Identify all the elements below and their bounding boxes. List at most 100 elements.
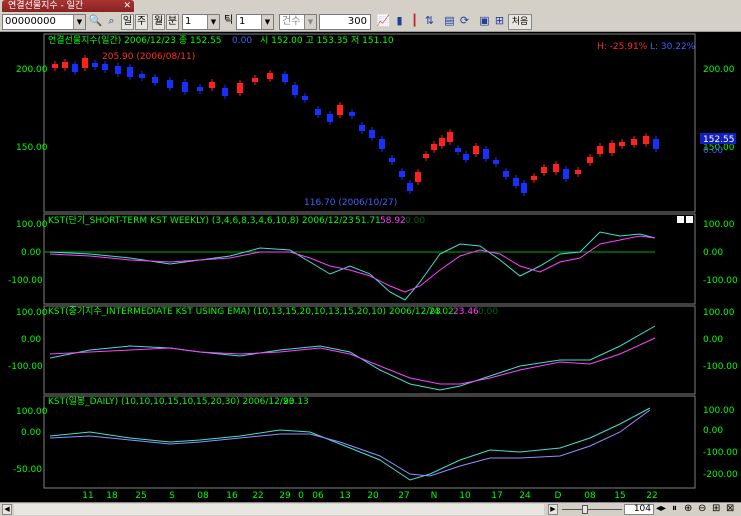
x-tick-label: 08	[584, 491, 596, 501]
toolbar: 00000000 ▼ 🔍 ⌕ 일 주 월 분 1 ▼ 틱 1 ▼ 건수 ▼ 300 📈…	[0, 12, 741, 32]
kst3-panel-frame	[43, 395, 696, 489]
chevron-down-icon[interactable]: ▼	[304, 15, 316, 29]
candle	[359, 125, 365, 131]
pause-icon[interactable]: ⏸	[672, 503, 677, 514]
search-icon[interactable]: 🔍	[88, 14, 103, 27]
document-icon[interactable]: ▤	[444, 14, 455, 27]
spin-icon[interactable]: ◂▸	[656, 503, 667, 514]
close-view-icon[interactable]: ⊠	[726, 503, 735, 514]
horizontal-scrollbar[interactable]	[14, 504, 544, 515]
x-tick-label: 0	[298, 491, 304, 501]
chevron-down-icon[interactable]: ▼	[73, 15, 85, 29]
period-week-button[interactable]: 주	[135, 14, 148, 30]
x-axis: 11 18 25 S 08 16 22 29 0 06 13 20 27 N 10 17 24 D 08 15 22	[82, 491, 657, 501]
candle	[563, 169, 569, 179]
price-header-change: 0.00	[232, 36, 252, 46]
close-icon[interactable]: ✕	[123, 1, 131, 11]
candle	[653, 139, 659, 149]
kst2-ytick-right: 100.00	[703, 308, 735, 318]
kst1-value3: 0.00	[405, 216, 425, 226]
price-ytick-right: 150.00	[703, 143, 735, 153]
candle	[379, 139, 385, 149]
kst1-panel-frame	[43, 213, 696, 305]
chart-area[interactable]: 연결선물지수(일간) 2006/12/23 종 152.55 0.00 시 15…	[0, 32, 741, 502]
layout-icon[interactable]: ▣	[479, 14, 490, 27]
period-month-button[interactable]: 월	[152, 14, 165, 30]
kst2-signal-line	[49, 337, 656, 385]
candle	[209, 82, 215, 88]
zoom-slider[interactable]	[562, 504, 622, 515]
updown-arrows-icon[interactable]: ⇅	[424, 14, 435, 27]
candle	[302, 96, 308, 100]
line-chart-icon[interactable]: 📈	[376, 14, 391, 27]
scroll-right-icon[interactable]: ▶	[548, 504, 558, 515]
tick-count-select[interactable]: 1 ▼	[236, 14, 274, 30]
window-tab[interactable]: 연결선물지수 - 일간 ✕	[2, 0, 134, 12]
candle	[503, 171, 509, 177]
max-annotation: 205.90 (2006/08/11)	[102, 52, 195, 62]
period-day-button[interactable]: 일	[121, 14, 134, 30]
candle	[389, 158, 395, 162]
kst3-header: KST(일봉_DAILY) (10,10,10,15,10,15,20,30) …	[48, 396, 294, 407]
candle	[513, 178, 519, 186]
x-tick-label: 29	[279, 491, 291, 501]
scroll-left-icon[interactable]: ◀	[2, 504, 12, 515]
candle-chart-icon[interactable]: ┃	[411, 14, 418, 27]
candle	[541, 167, 547, 173]
candle	[423, 154, 429, 158]
price-ytick-left: 150.00	[16, 143, 48, 153]
chevron-down-icon[interactable]: ▼	[207, 15, 219, 29]
candle	[115, 66, 121, 74]
close-panel-icon[interactable]	[686, 216, 693, 223]
zoom-out-icon[interactable]: ⊖	[698, 503, 707, 514]
kst1-ytick-right: 100.00	[703, 220, 735, 230]
chart-svg[interactable]: 연결선물지수(일간) 2006/12/23 종 152.55 0.00 시 15…	[0, 32, 741, 502]
x-tick-label: 13	[339, 491, 350, 501]
candle	[455, 148, 461, 152]
grid-view-icon[interactable]: ⊞	[712, 503, 721, 514]
reset-button[interactable]: 처음	[508, 14, 532, 30]
kst2-ytick-right: 0.00	[703, 335, 723, 345]
code-input-value: 00000000	[5, 16, 56, 27]
grid-icon[interactable]: ⊞	[494, 14, 505, 27]
last-change: 0.00	[703, 146, 723, 156]
x-tick-label: 15	[614, 491, 625, 501]
minimize-icon[interactable]	[677, 216, 684, 223]
refresh-icon[interactable]: ⟳	[459, 14, 470, 27]
candle	[315, 109, 321, 115]
x-tick-label: N	[431, 491, 438, 501]
candle	[399, 171, 405, 177]
chevron-down-icon[interactable]: ▼	[261, 15, 273, 29]
x-tick-label: 06	[312, 491, 324, 501]
candle	[587, 157, 593, 163]
kst1-value1: 51.71	[355, 216, 381, 226]
candlestick-series	[52, 55, 659, 196]
code-input[interactable]: 00000000 ▼	[2, 14, 86, 30]
candle	[415, 172, 421, 182]
price-ytick-left: 200.00	[16, 65, 48, 75]
candle	[431, 144, 437, 150]
candle	[52, 64, 58, 68]
bar-count-field[interactable]: 104	[624, 504, 654, 515]
bar-chart-icon[interactable]: ▮	[396, 14, 403, 27]
kst1-signal-line	[49, 235, 656, 293]
kst2-ytick-left: -100.00	[8, 362, 43, 372]
zoom-in-icon[interactable]: ⊕	[684, 503, 693, 514]
volume-input[interactable]: 300	[319, 14, 371, 30]
zoom-icon[interactable]: ⌕	[108, 14, 115, 27]
period-count-select[interactable]: 1 ▼	[182, 14, 220, 30]
kst3-ytick-left: 100.00	[16, 407, 48, 417]
volume-select[interactable]: 건수 ▼	[279, 14, 317, 30]
kst1-line	[49, 231, 656, 301]
candle	[531, 176, 537, 180]
low-label: L: 30.22%	[650, 42, 696, 52]
last-price-box	[700, 133, 736, 144]
candle	[152, 77, 158, 83]
price-header-ohlc: 시 152.00 고 153.35 저 151.10	[260, 35, 394, 46]
title-bar: 연결선물지수 - 일간 ✕	[0, 0, 741, 12]
period-minute-button[interactable]: 분	[166, 14, 179, 30]
kst2-ytick-right: -100.00	[703, 362, 738, 372]
x-tick-label: D	[555, 491, 562, 501]
kst3-ytick-right: 0.00	[703, 426, 723, 436]
last-price: 152.55	[703, 135, 735, 145]
